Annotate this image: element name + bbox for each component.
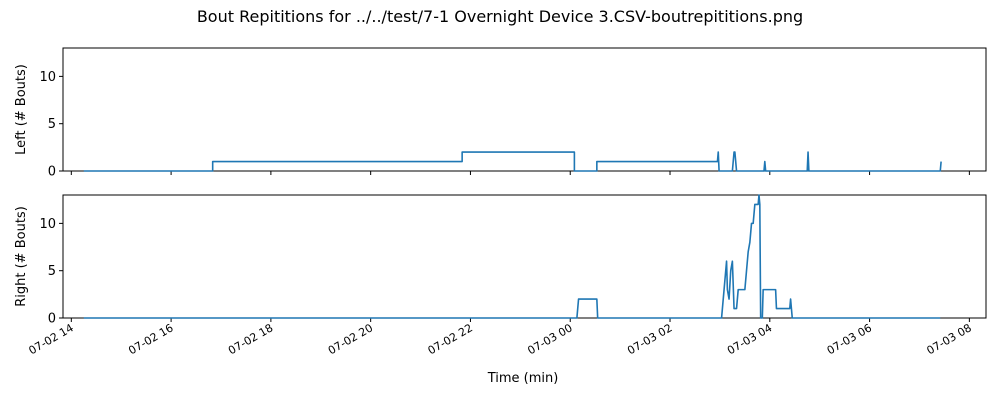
- y-axis-label: Right (# Bouts): [14, 206, 29, 307]
- x-tick-label: 07-03 00: [525, 321, 574, 357]
- subplot-left: 0 5 10 Left (# Bouts): [14, 47, 987, 180]
- series-line: [83, 151, 942, 172]
- subplot-right: 0 5 10 Right (# Bouts) 07-02 14 07-02 16 07-02…: [14, 194, 987, 357]
- x-axis-label: Time (min): [487, 371, 559, 386]
- y-tick-label: 0: [48, 312, 56, 327]
- y-axis-label: Left (# Bouts): [14, 64, 29, 155]
- x-tick-label: 07-02 20: [326, 321, 375, 357]
- y-tick-label: 5: [48, 264, 56, 279]
- x-tick-label: 07-02 14: [26, 321, 75, 357]
- x-tick-label: 07-02 22: [426, 321, 475, 357]
- x-tick-label: 07-02 16: [126, 321, 175, 357]
- x-tick-label: 07-03 02: [625, 321, 674, 357]
- x-tick-label: 07-03 06: [825, 321, 874, 357]
- plot-frame: [62, 47, 987, 172]
- y-tick-label: 10: [39, 70, 56, 85]
- plot-frame: [62, 194, 987, 319]
- y-tick-label: 5: [48, 117, 56, 132]
- y-tick-label: 10: [39, 217, 56, 232]
- y-tick-label: 0: [48, 165, 56, 180]
- x-tick-label: 07-02 18: [226, 321, 275, 357]
- series-line: [83, 194, 941, 319]
- x-tick-label: 07-03 08: [925, 321, 974, 357]
- chart-title: Bout Repititions for ../../test/7-1 Over…: [197, 7, 803, 26]
- x-tick-label: 07-03 04: [725, 321, 774, 357]
